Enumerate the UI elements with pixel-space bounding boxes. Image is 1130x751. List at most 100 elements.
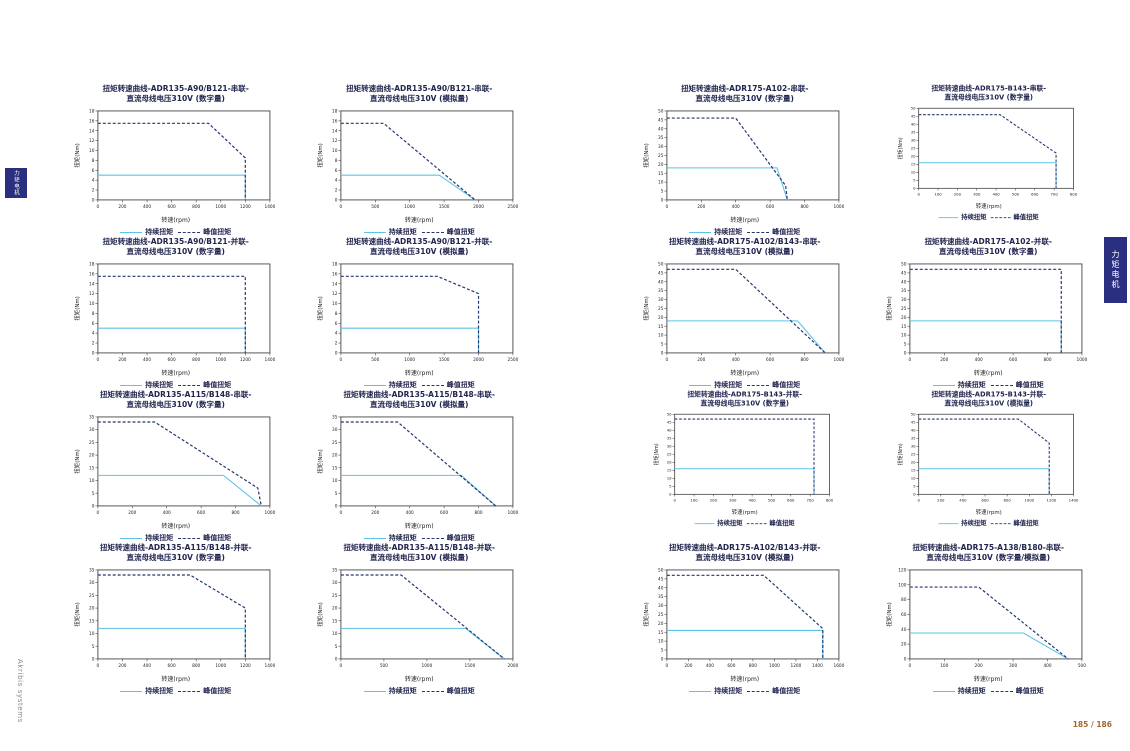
svg-text:15: 15 (89, 466, 95, 472)
svg-text:10: 10 (89, 478, 95, 484)
legend-item-peak: 峰值扭矩 (747, 227, 800, 237)
svg-text:600: 600 (197, 510, 205, 516)
svg-text:12: 12 (332, 291, 338, 297)
svg-text:45: 45 (910, 420, 915, 425)
y-axis-label: 扭矩(Nm) (73, 602, 81, 626)
svg-text:1200: 1200 (790, 663, 801, 669)
svg-text:400: 400 (1044, 663, 1052, 669)
legend-item-peak: 峰值扭矩 (178, 686, 231, 696)
svg-text:10: 10 (658, 639, 664, 645)
legend-item-peak: 峰值扭矩 (747, 519, 795, 528)
svg-text:800: 800 (192, 204, 200, 210)
svg-text:4: 4 (335, 178, 338, 184)
svg-text:18: 18 (89, 109, 95, 115)
svg-text:1500: 1500 (439, 357, 450, 363)
legend-label-peak: 峰值扭矩 (203, 381, 232, 389)
left-page-grid: 扭矩转速曲线-ADR135-A90/B121-串联- 直流母线电压310V (数字… (0, 84, 565, 696)
svg-text:10: 10 (658, 333, 664, 339)
y-axis-label: 扭矩(Nm) (642, 296, 650, 320)
svg-text:1000: 1000 (833, 204, 844, 210)
svg-text:400: 400 (143, 204, 151, 210)
continuous-torque-line (917, 162, 1056, 189)
chart-title-line1: 扭矩转速曲线-ADR175-A102/B143-并联- (669, 543, 821, 552)
svg-text:2000: 2000 (508, 663, 519, 669)
svg-text:200: 200 (118, 204, 126, 210)
continuous-torque-line (341, 628, 505, 660)
svg-text:800: 800 (192, 663, 200, 669)
chart-title-line2: 直流母线电压310V (模拟量) (695, 247, 794, 257)
y-axis-label: 扭矩(Nm) (316, 602, 324, 626)
legend-label-continuous: 持续扭矩 (388, 687, 417, 695)
svg-text:25: 25 (89, 593, 95, 599)
chart-title-line2: 直流母线电压310V (模拟量) (370, 247, 469, 257)
torque-speed-chart: 扭矩转速曲线-ADR135-A115/B148-串联- 直流母线电压310V (数… (60, 390, 292, 543)
chart-legend: 持续扭矩 峰值扭矩 (689, 227, 800, 237)
svg-text:0: 0 (904, 351, 907, 357)
svg-text:40: 40 (901, 627, 907, 633)
svg-text:20: 20 (658, 162, 664, 168)
svg-text:5: 5 (660, 342, 663, 348)
chart-legend: 持续扭矩 峰值扭矩 (120, 227, 231, 237)
peak-torque-line (341, 122, 476, 201)
legend-label-continuous: 持续扭矩 (714, 228, 743, 236)
svg-text:0: 0 (665, 357, 668, 363)
svg-text:50: 50 (666, 412, 671, 417)
svg-text:35: 35 (666, 436, 671, 441)
chart-title-line2: 直流母线电压310V (数字量) (126, 553, 225, 563)
peak-line-swatch (747, 384, 770, 386)
svg-text:30: 30 (666, 444, 671, 449)
svg-text:400: 400 (731, 357, 739, 363)
chart-legend: 持续扭矩 峰值扭矩 (938, 519, 1038, 528)
continuous-line-swatch (689, 231, 712, 233)
svg-text:0: 0 (912, 492, 915, 497)
svg-text:800: 800 (231, 510, 239, 516)
x-axis-label: 转速(rpm) (975, 203, 1002, 210)
peak-line-swatch (747, 690, 770, 692)
chart-title-line1: 扭矩转速曲线-ADR135-A115/B148-并联- (343, 543, 495, 552)
y-axis-label: 扭矩(Nm) (316, 449, 324, 473)
chart-plot: 0 5 10 15 20 25 30 35 0 500 1000 1500 2000 扭矩(Nm) (316, 568, 519, 669)
continuous-line-swatch (938, 216, 959, 218)
svg-text:6: 6 (91, 321, 94, 327)
chart-title: 扭矩转速曲线-ADR175-A102-并联- 直流母线电压310V (数字量) (925, 237, 1052, 257)
legend-item-continuous: 持续扭矩 (694, 519, 743, 528)
svg-text:1000: 1000 (405, 357, 416, 363)
svg-text:1000: 1000 (215, 663, 226, 669)
legend-label-continuous: 持续扭矩 (957, 381, 986, 389)
chart-legend: 持续扭矩 峰值扭矩 (363, 533, 475, 543)
svg-text:40: 40 (658, 127, 664, 133)
legend-item-continuous: 持续扭矩 (363, 533, 417, 543)
svg-text:60: 60 (901, 612, 907, 618)
svg-text:300: 300 (1009, 663, 1017, 669)
chart-title-line1: 扭矩转速曲线-ADR135-A115/B148-并联- (100, 543, 252, 552)
legend-label-peak: 峰值扭矩 (446, 687, 475, 695)
svg-text:800: 800 (1003, 498, 1011, 503)
svg-text:1200: 1200 (1046, 498, 1056, 503)
svg-text:0: 0 (665, 204, 668, 210)
peak-line-swatch (421, 231, 444, 233)
svg-text:45: 45 (666, 420, 671, 425)
continuous-torque-line (97, 327, 246, 354)
svg-text:25: 25 (666, 452, 671, 457)
peak-torque-line (97, 122, 246, 201)
chart-title: 扭矩转速曲线-ADR135-A90/B121-串联- 直流母线电压310V (数字… (103, 84, 249, 104)
svg-text:15: 15 (332, 619, 338, 625)
svg-text:5: 5 (912, 178, 915, 183)
peak-torque-line (910, 268, 1063, 354)
continuous-line-swatch (363, 690, 386, 692)
svg-text:10: 10 (666, 476, 671, 481)
legend-item-peak: 峰值扭矩 (421, 380, 475, 390)
torque-speed-chart: 扭矩转速曲线-ADR175-A138/B180-串联- 直流母线电压310V (数… (873, 543, 1105, 696)
svg-text:45: 45 (658, 118, 664, 124)
chart-title: 扭矩转速曲线-ADR135-A90/B121-并联- 直流母线电压310V (数字… (103, 237, 249, 257)
legend-label-continuous: 持续扭矩 (145, 534, 174, 542)
x-axis-label: 转速(rpm) (161, 370, 191, 377)
svg-text:500: 500 (1078, 663, 1086, 669)
svg-text:1000: 1000 (1024, 498, 1034, 503)
svg-text:35: 35 (89, 568, 95, 574)
continuous-torque-line (910, 632, 1069, 660)
legend-label-peak: 峰值扭矩 (446, 534, 475, 542)
svg-text:30: 30 (910, 444, 915, 449)
legend-item-peak: 峰值扭矩 (990, 380, 1044, 390)
svg-text:200: 200 (697, 204, 705, 210)
